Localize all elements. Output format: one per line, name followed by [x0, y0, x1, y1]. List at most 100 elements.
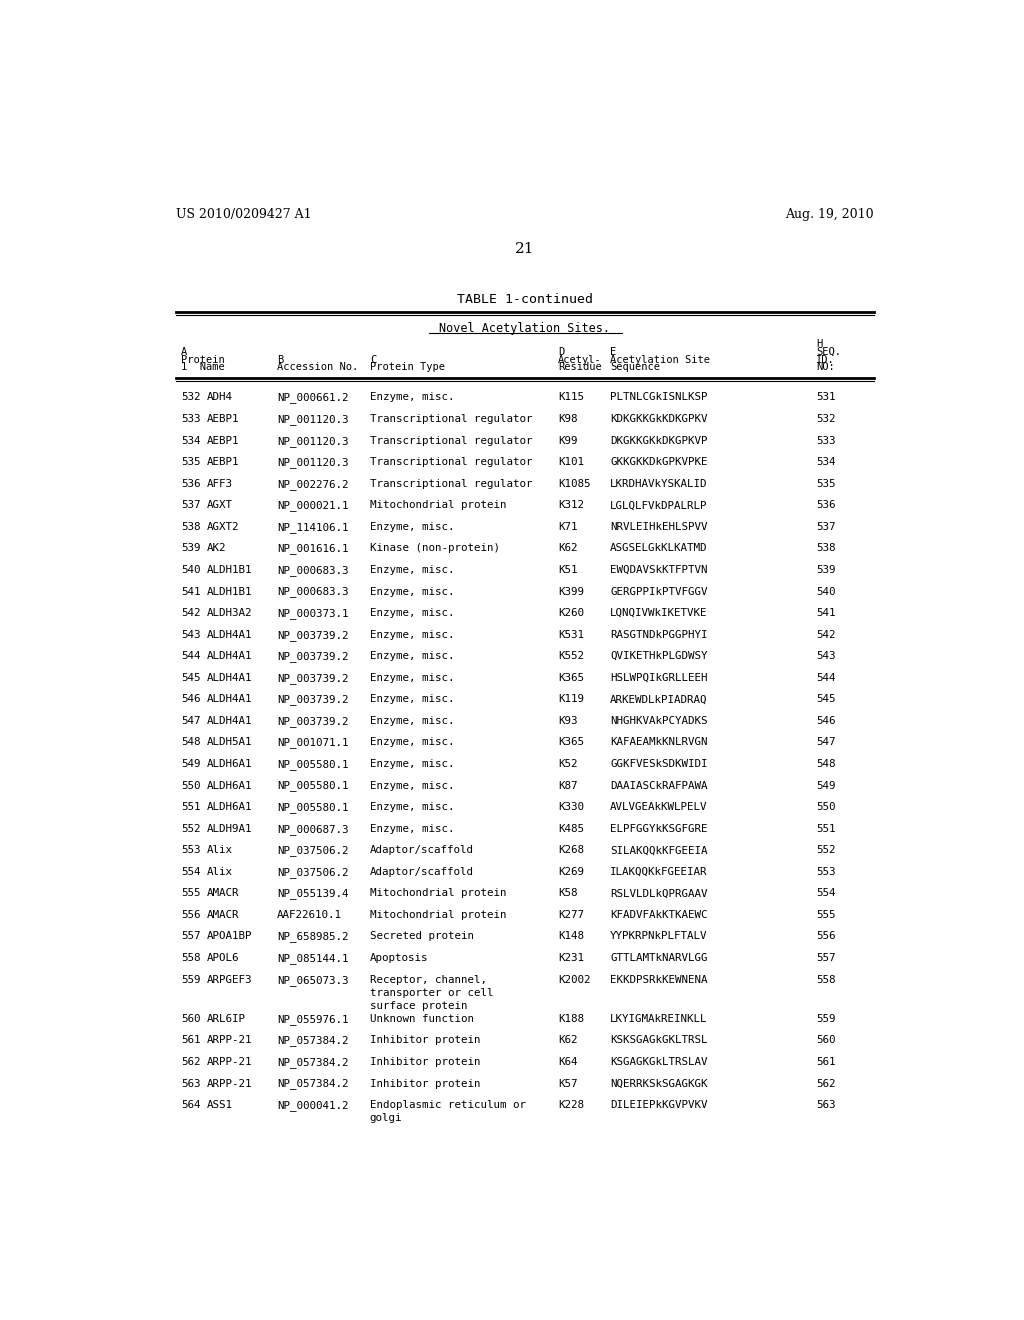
- Text: ILAKQQKkFGEEIAR: ILAKQQKkFGEEIAR: [610, 867, 708, 876]
- Text: 551: 551: [180, 803, 201, 812]
- Text: 553: 553: [816, 867, 836, 876]
- Text: Residue: Residue: [558, 363, 602, 372]
- Text: APOA1BP: APOA1BP: [207, 932, 253, 941]
- Text: 548: 548: [816, 759, 836, 770]
- Text: Enzyme, misc.: Enzyme, misc.: [370, 824, 455, 834]
- Text: NQERRKSkSGAGKGK: NQERRKSkSGAGKGK: [610, 1078, 708, 1089]
- Text: ALDH4A1: ALDH4A1: [207, 694, 253, 705]
- Text: SILAKQQkKFGEEIA: SILAKQQkKFGEEIA: [610, 845, 708, 855]
- Text: ASS1: ASS1: [207, 1100, 233, 1110]
- Text: ARPGEF3: ARPGEF3: [207, 974, 253, 985]
- Text: K119: K119: [558, 694, 584, 705]
- Text: GGKFVESkSDKWIDI: GGKFVESkSDKWIDI: [610, 759, 708, 770]
- Text: 548: 548: [180, 738, 201, 747]
- Text: 533: 533: [180, 414, 201, 424]
- Text: 558: 558: [180, 953, 201, 964]
- Text: 543: 543: [180, 630, 201, 640]
- Text: C: C: [370, 355, 376, 364]
- Text: AFF3: AFF3: [207, 479, 233, 488]
- Text: Transcriptional regulator: Transcriptional regulator: [370, 436, 532, 446]
- Text: Enzyme, misc.: Enzyme, misc.: [370, 630, 455, 640]
- Text: NP_000687.3: NP_000687.3: [276, 824, 348, 834]
- Text: NHGHKVAkPCYADKS: NHGHKVAkPCYADKS: [610, 715, 708, 726]
- Text: D: D: [558, 347, 564, 356]
- Text: 547: 547: [180, 715, 201, 726]
- Text: AAF22610.1: AAF22610.1: [276, 909, 342, 920]
- Text: ADH4: ADH4: [207, 392, 233, 403]
- Text: ARPP-21: ARPP-21: [207, 1057, 253, 1067]
- Text: K71: K71: [558, 521, 578, 532]
- Text: K552: K552: [558, 651, 584, 661]
- Text: 555: 555: [816, 909, 836, 920]
- Text: Alix: Alix: [207, 867, 233, 876]
- Text: 544: 544: [180, 651, 201, 661]
- Text: NP_037506.2: NP_037506.2: [276, 867, 348, 878]
- Text: 559: 559: [180, 974, 201, 985]
- Text: 562: 562: [816, 1078, 836, 1089]
- Text: Sequence: Sequence: [610, 363, 660, 372]
- Text: K52: K52: [558, 759, 578, 770]
- Text: ALDH4A1: ALDH4A1: [207, 673, 253, 682]
- Text: K312: K312: [558, 500, 584, 511]
- Text: K62: K62: [558, 1035, 578, 1045]
- Text: DILEIEPkKGVPVKV: DILEIEPkKGVPVKV: [610, 1100, 708, 1110]
- Text: NP_002276.2: NP_002276.2: [276, 479, 348, 490]
- Text: ALDH3A2: ALDH3A2: [207, 609, 253, 618]
- Text: K268: K268: [558, 845, 584, 855]
- Text: 552: 552: [816, 845, 836, 855]
- Text: ALDH4A1: ALDH4A1: [207, 630, 253, 640]
- Text: K99: K99: [558, 436, 578, 446]
- Text: GERGPPIkPTVFGGV: GERGPPIkPTVFGGV: [610, 586, 708, 597]
- Text: Enzyme, misc.: Enzyme, misc.: [370, 780, 455, 791]
- Text: NP_085144.1: NP_085144.1: [276, 953, 348, 964]
- Text: NP_001120.3: NP_001120.3: [276, 457, 348, 469]
- Text: US 2010/0209427 A1: US 2010/0209427 A1: [176, 209, 311, 222]
- Text: 537: 537: [816, 521, 836, 532]
- Text: NP_658985.2: NP_658985.2: [276, 932, 348, 942]
- Text: 561: 561: [180, 1035, 201, 1045]
- Text: Enzyme, misc.: Enzyme, misc.: [370, 694, 455, 705]
- Text: NP_000041.2: NP_000041.2: [276, 1100, 348, 1111]
- Text: AEBP1: AEBP1: [207, 457, 240, 467]
- Text: NP_055139.4: NP_055139.4: [276, 888, 348, 899]
- Text: 545: 545: [180, 673, 201, 682]
- Text: 533: 533: [816, 436, 836, 446]
- Text: NP_005580.1: NP_005580.1: [276, 759, 348, 770]
- Text: K87: K87: [558, 780, 578, 791]
- Text: LKYIGMAkREINKLL: LKYIGMAkREINKLL: [610, 1014, 708, 1024]
- Text: 1  Name: 1 Name: [180, 363, 224, 372]
- Text: Accession No.: Accession No.: [276, 363, 358, 372]
- Text: 556: 556: [816, 932, 836, 941]
- Text: NP_003739.2: NP_003739.2: [276, 715, 348, 727]
- Text: Enzyme, misc.: Enzyme, misc.: [370, 521, 455, 532]
- Text: Mitochondrial protein: Mitochondrial protein: [370, 500, 506, 511]
- Text: ASGSELGkKLKATMD: ASGSELGkKLKATMD: [610, 544, 708, 553]
- Text: ELPFGGYkKSGFGRE: ELPFGGYkKSGFGRE: [610, 824, 708, 834]
- Text: DKGKKGKkDKGPKVP: DKGKKGKkDKGPKVP: [610, 436, 708, 446]
- Text: E: E: [610, 347, 616, 356]
- Text: 532: 532: [180, 392, 201, 403]
- Text: Mitochondrial protein: Mitochondrial protein: [370, 888, 506, 899]
- Text: B: B: [276, 355, 283, 364]
- Text: 536: 536: [816, 500, 836, 511]
- Text: Enzyme, misc.: Enzyme, misc.: [370, 673, 455, 682]
- Text: EWQDAVSkKTFPTVN: EWQDAVSkKTFPTVN: [610, 565, 708, 576]
- Text: Mitochondrial protein: Mitochondrial protein: [370, 909, 506, 920]
- Text: K330: K330: [558, 803, 584, 812]
- Text: 559: 559: [816, 1014, 836, 1024]
- Text: 552: 552: [180, 824, 201, 834]
- Text: KDKGKKGkKDKGPKV: KDKGKKGkKDKGPKV: [610, 414, 708, 424]
- Text: A: A: [180, 347, 187, 356]
- Text: 560: 560: [816, 1035, 836, 1045]
- Text: EKKDPSRkKEWNENA: EKKDPSRkKEWNENA: [610, 974, 708, 985]
- Text: 541: 541: [816, 609, 836, 618]
- Text: PLTNLCGkISNLKSP: PLTNLCGkISNLKSP: [610, 392, 708, 403]
- Text: 535: 535: [180, 457, 201, 467]
- Text: ARPP-21: ARPP-21: [207, 1035, 253, 1045]
- Text: Receptor, channel,
transporter or cell
surface protein: Receptor, channel, transporter or cell s…: [370, 974, 494, 1011]
- Text: Inhibitor protein: Inhibitor protein: [370, 1078, 480, 1089]
- Text: NP_055976.1: NP_055976.1: [276, 1014, 348, 1024]
- Text: 556: 556: [180, 909, 201, 920]
- Text: K57: K57: [558, 1078, 578, 1089]
- Text: ALDH4A1: ALDH4A1: [207, 651, 253, 661]
